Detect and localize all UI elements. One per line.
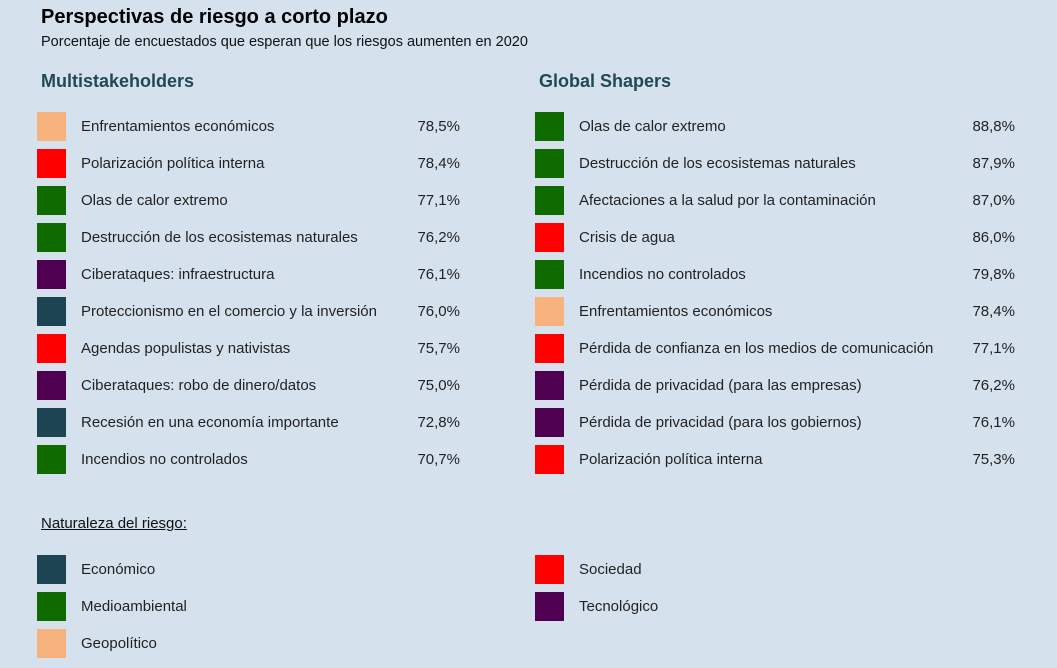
risk-label: Pérdida de privacidad (para las empresas…: [579, 377, 862, 394]
risk-label: Agendas populistas y nativistas: [81, 340, 291, 357]
legend-label: Tecnológico: [579, 598, 659, 615]
category-swatch: [37, 260, 66, 289]
risk-value: 78,4%: [972, 303, 1015, 320]
chart-subtitle: Porcentaje de encuestados que esperan qu…: [41, 34, 528, 50]
group-heading-multistakeholders: Multistakeholders: [41, 71, 195, 91]
category-swatch: [37, 186, 66, 215]
legend-label: Geopolítico: [81, 635, 157, 652]
risk-value: 77,1%: [417, 192, 460, 209]
category-swatch: [535, 371, 564, 400]
category-swatch: [535, 149, 564, 178]
risk-label: Ciberataques: infraestructura: [81, 266, 275, 283]
risk-value: 87,9%: [972, 155, 1015, 172]
risk-label: Crisis de agua: [579, 229, 675, 246]
risk-value: 76,2%: [417, 229, 460, 246]
risk-label: Destrucción de los ecosistemas naturales: [579, 155, 856, 172]
risk-value: 77,1%: [972, 340, 1015, 357]
risk-label: Afectaciones a la salud por la contamina…: [579, 192, 876, 209]
category-swatch: [535, 260, 564, 289]
risk-value: 75,7%: [417, 340, 460, 357]
risk-value: 78,5%: [417, 118, 460, 135]
risk-value: 76,1%: [417, 266, 460, 283]
risk-label: Polarización política interna: [579, 451, 763, 468]
category-swatch: [535, 297, 564, 326]
category-swatch: [37, 334, 66, 363]
category-swatch: [37, 112, 66, 141]
category-swatch: [37, 555, 66, 584]
risk-label: Recesión en una economía importante: [81, 414, 339, 431]
risk-value: 79,8%: [972, 266, 1015, 283]
risk-value: 75,3%: [972, 451, 1015, 468]
risk-label: Ciberataques: robo de dinero/datos: [81, 377, 317, 394]
category-swatch: [37, 223, 66, 252]
group-heading-global-shapers: Global Shapers: [539, 71, 672, 91]
legend-label: Económico: [81, 561, 156, 578]
category-swatch: [37, 371, 66, 400]
risk-label: Incendios no controlados: [81, 451, 248, 468]
risk-label: Destrucción de los ecosistemas naturales: [81, 229, 358, 246]
risk-label: Olas de calor extremo: [81, 192, 228, 209]
risk-label: Enfrentamientos económicos: [579, 303, 773, 320]
legend-title: Naturaleza del riesgo:: [41, 515, 187, 532]
risk-value: 75,0%: [417, 377, 460, 394]
category-swatch: [535, 555, 564, 584]
risk-value: 72,8%: [417, 414, 460, 431]
category-swatch: [535, 408, 564, 437]
category-swatch: [37, 297, 66, 326]
risk-value: 88,8%: [972, 118, 1015, 135]
risk-label: Olas de calor extremo: [579, 118, 726, 135]
risk-value: 78,4%: [417, 155, 460, 172]
legend-label: Sociedad: [579, 561, 642, 578]
category-swatch: [535, 112, 564, 141]
legend-label: Medioambiental: [81, 598, 187, 615]
category-swatch: [535, 223, 564, 252]
risk-value: 87,0%: [972, 192, 1015, 209]
category-swatch: [535, 186, 564, 215]
risk-label: Pérdida de confianza en los medios de co…: [579, 340, 934, 357]
risk-label: Proteccionismo en el comercio y la inver…: [81, 303, 377, 320]
category-swatch: [37, 149, 66, 178]
risk-label: Pérdida de privacidad (para los gobierno…: [579, 414, 862, 431]
risk-label: Enfrentamientos económicos: [81, 118, 275, 135]
risk-value: 76,1%: [972, 414, 1015, 431]
category-swatch: [535, 445, 564, 474]
chart-title: Perspectivas de riesgo a corto plazo: [41, 6, 388, 28]
category-swatch: [37, 408, 66, 437]
category-swatch: [535, 334, 564, 363]
risk-value: 76,2%: [972, 377, 1015, 394]
category-swatch: [37, 592, 66, 621]
category-swatch: [37, 445, 66, 474]
category-swatch: [37, 629, 66, 658]
risk-label: Polarización política interna: [81, 155, 265, 172]
risk-label: Incendios no controlados: [579, 266, 746, 283]
risk-value: 76,0%: [417, 303, 460, 320]
category-swatch: [535, 592, 564, 621]
risk-value: 70,7%: [417, 451, 460, 468]
risk-value: 86,0%: [972, 229, 1015, 246]
